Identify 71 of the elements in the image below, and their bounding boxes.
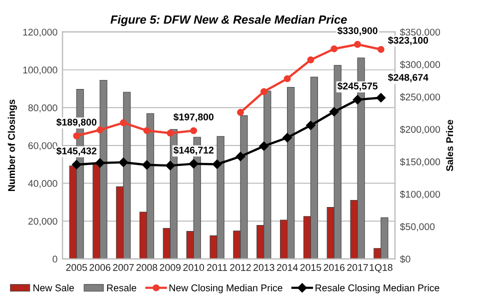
y-tick-label: 60,000	[28, 142, 58, 150]
point	[73, 132, 80, 140]
y-tick-label: 120,000	[23, 28, 58, 37]
point	[306, 120, 316, 130]
point	[190, 127, 198, 134]
y-tick-label: 0	[52, 256, 58, 263]
x-tick-label: 2011	[207, 264, 228, 271]
legend-label: Resale	[107, 284, 136, 292]
point	[120, 119, 127, 126]
x-tick-label: 2016	[324, 264, 345, 271]
data-label: $330,900	[337, 26, 378, 36]
x-tick-label: 2015	[300, 264, 322, 271]
point	[259, 141, 268, 151]
data-label: $145,432	[56, 147, 96, 156]
data-label: $248,674	[388, 74, 428, 82]
point	[95, 158, 105, 168]
y-tick-label: 80,000	[28, 104, 58, 112]
point	[236, 152, 246, 162]
x-tick-label: 2006	[90, 264, 110, 271]
data-label: $245,575	[337, 82, 378, 91]
point	[166, 130, 174, 137]
point	[143, 127, 150, 134]
x-tick-label: 2010	[183, 264, 204, 271]
x-tick-label: 2014	[276, 264, 298, 271]
point	[118, 158, 128, 167]
point	[166, 160, 175, 170]
data-label: $189,800	[56, 118, 96, 128]
point	[352, 95, 362, 104]
chart-title: Figure 5: DFW New & Resale Median Price	[110, 15, 347, 26]
data-label: $323,100	[388, 36, 428, 46]
legend-label: Resale Closing Median Price	[316, 284, 440, 294]
x-tick-label: 2017	[347, 264, 368, 271]
point	[307, 56, 314, 64]
y2-tick-label: $100,000	[400, 190, 440, 199]
legend-label: New Closing Median Price	[170, 284, 282, 294]
point	[329, 107, 339, 116]
y2-tick-label: $0	[400, 255, 410, 264]
point	[376, 93, 386, 102]
y2-tick-label: $50,000	[400, 222, 435, 232]
y-tick-label: 40,000	[28, 180, 58, 188]
point	[282, 133, 292, 142]
point	[72, 160, 82, 170]
y2-tick-label: $300,000	[400, 60, 440, 70]
point	[377, 46, 384, 53]
point	[189, 159, 198, 168]
y2-tick-label: $200,000	[400, 126, 440, 134]
y2-tick-label: $150,000	[400, 158, 440, 166]
point	[354, 40, 362, 48]
y-tick-label: 20,000	[28, 218, 58, 226]
data-label: $146,712	[173, 146, 214, 155]
point	[96, 126, 104, 134]
data-label: $197,800	[173, 113, 214, 122]
point	[330, 45, 338, 52]
point	[236, 108, 244, 116]
point	[212, 160, 222, 169]
y2-tick-label: $350,000	[400, 28, 440, 37]
point	[260, 88, 268, 96]
x-tick-label: 2009	[160, 264, 181, 271]
x-tick-label: 2007	[113, 264, 134, 271]
point	[142, 160, 152, 170]
y-tick-label: 100,000	[23, 66, 58, 75]
x-tick-label: 2013	[254, 264, 274, 271]
x-tick-label: 2005	[66, 264, 87, 271]
point	[284, 75, 291, 82]
x-tick-label: 2012	[230, 264, 251, 271]
legend-label: New Sale	[34, 284, 74, 292]
x-tick-label: 2008	[136, 264, 158, 271]
y2-axis-title: Sales Price	[446, 120, 454, 172]
x-tick-label: 1Q18	[370, 264, 392, 273]
y2-tick-label: $250,000	[400, 93, 440, 102]
y-axis-title: Number of Closings	[8, 100, 17, 191]
